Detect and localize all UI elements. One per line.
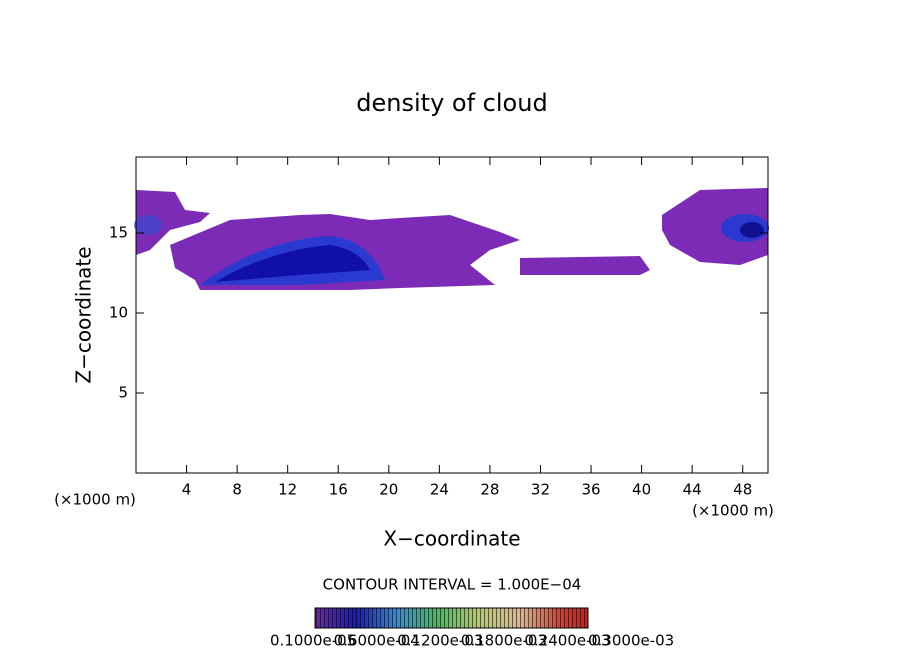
x-unit: (×1000 m) <box>54 491 136 509</box>
colorbar-label: 0.2400e-03 <box>524 632 610 650</box>
x-unit: (×1000 m) <box>692 502 774 520</box>
colorbar-label: 0.1800e-03 <box>461 632 547 650</box>
x-tick-label: 28 <box>480 481 499 499</box>
x-tick-label: 36 <box>581 481 600 499</box>
colorbar-label: 0.6000e-04 <box>334 632 420 650</box>
x-tick-label: 24 <box>430 481 449 499</box>
y-tick-label: 5 <box>118 384 128 402</box>
x-tick-label: 12 <box>278 481 297 499</box>
y-tick-label: 10 <box>109 304 128 322</box>
contour-interval: CONTOUR INTERVAL = 1.000E−04 <box>323 576 582 594</box>
x-tick-label: 48 <box>733 481 752 499</box>
x-tick-label: 8 <box>232 481 242 499</box>
y-tick-label: 15 <box>109 224 128 242</box>
x-axis-label: X−coordinate <box>383 527 520 551</box>
colorbar-frame <box>314 607 589 629</box>
colorbar-label: 0.3000e-03 <box>588 632 674 650</box>
x-tick-label: 40 <box>632 481 651 499</box>
x-tick-label: 32 <box>531 481 550 499</box>
y-axis-label: Z−coordinate <box>72 246 96 383</box>
x-tick-label: 4 <box>182 481 192 499</box>
x-tick-label: 20 <box>379 481 398 499</box>
plot-frame <box>135 156 769 474</box>
chart-title: density of cloud <box>356 89 547 117</box>
x-tick-label: 16 <box>329 481 348 499</box>
colorbar-label: 0.1200e-03 <box>397 632 483 650</box>
x-tick-label: 44 <box>683 481 702 499</box>
colorbar-label: 0.1000e-05 <box>270 632 356 650</box>
cloud-field <box>134 188 769 290</box>
